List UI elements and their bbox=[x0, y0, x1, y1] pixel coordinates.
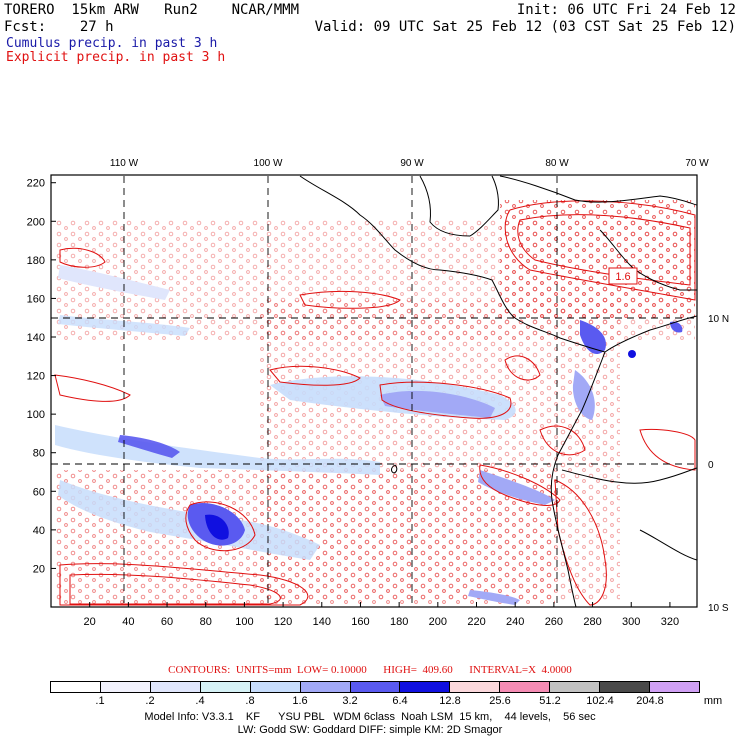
x-tick-label: 60 bbox=[161, 616, 173, 628]
x-tick-label: 240 bbox=[506, 616, 524, 628]
precip-map: 1.6 110 W 100 W 90 W 80 W 70 W 10 N 0 10… bbox=[27, 158, 729, 628]
colorbar-swatch bbox=[449, 682, 500, 692]
map-frame bbox=[50, 174, 698, 608]
lon-label-100w: 100 W bbox=[254, 158, 283, 169]
colorbar-swatch bbox=[299, 682, 350, 692]
y-tick-label: 120 bbox=[27, 371, 45, 383]
x-tick-label: 320 bbox=[661, 616, 679, 628]
explicit-precip-speckle bbox=[55, 200, 695, 605]
y-tick-label: 180 bbox=[27, 255, 45, 267]
x-tick-label: 200 bbox=[429, 616, 447, 628]
contour-value-box: 1.6 bbox=[608, 267, 638, 285]
x-tick-label: 100 bbox=[235, 616, 253, 628]
colorbar-swatch bbox=[99, 682, 150, 692]
x-tick-label: 80 bbox=[200, 616, 212, 628]
x-tick-label: 20 bbox=[84, 616, 96, 628]
colorbar-bin-label: 12.8 bbox=[439, 695, 461, 707]
colorbar-bin-label: .1 bbox=[95, 695, 105, 707]
longitude-labels: 110 W 100 W 90 W 80 W 70 W bbox=[110, 158, 709, 169]
colorbar-swatch bbox=[549, 682, 600, 692]
lon-label-80w: 80 W bbox=[545, 158, 569, 169]
colorbar-bin-label: 3.2 bbox=[342, 695, 358, 707]
x-tick-label: 40 bbox=[122, 616, 134, 628]
colorbar-swatch bbox=[349, 682, 400, 692]
colorbar-swatch bbox=[599, 682, 650, 692]
colorbar-swatch bbox=[149, 682, 200, 692]
valid-time: Valid: 09 UTC Sat 25 Feb 12 (03 CST Sat … bbox=[314, 19, 736, 35]
lon-label-70w: 70 W bbox=[685, 158, 709, 169]
grid-x-ticks: 20 40 60 80 100 120 140 160 180 200 220 240 260 280 30… bbox=[84, 602, 679, 628]
x-tick-label: 140 bbox=[313, 616, 331, 628]
init-time: Init: 06 UTC Fri 24 Feb 12 bbox=[516, 2, 736, 18]
model-physics: LW: Godd SW: Goddard DIFF: simple KM: 2D… bbox=[237, 724, 503, 736]
y-tick-label: 220 bbox=[27, 178, 45, 190]
y-tick-label: 200 bbox=[27, 216, 45, 228]
colorbar-bin-label: 102.4 bbox=[586, 695, 614, 707]
model-info: Model Info: V3.3.1 KF YSU PBL WDM 6class… bbox=[144, 711, 596, 723]
colorbar-bin-label: .8 bbox=[245, 695, 255, 707]
y-tick-label: 80 bbox=[33, 448, 45, 460]
y-tick-label: 140 bbox=[27, 332, 45, 344]
grid-y-ticks: 220 200 180 160 140 120 100 80 60 40 20 bbox=[27, 178, 56, 575]
y-tick-label: 40 bbox=[33, 525, 45, 537]
explicit-precip-label: Explicit precip. in past 3 h bbox=[6, 50, 226, 65]
lon-label-110w: 110 W bbox=[110, 158, 139, 169]
colorbar-bin-label: 25.6 bbox=[489, 695, 511, 707]
x-tick-label: 280 bbox=[583, 616, 601, 628]
colorbar-swatch bbox=[649, 682, 699, 692]
colorbar-bin-label: 204.8 bbox=[636, 695, 664, 707]
colorbar-swatch bbox=[51, 682, 100, 692]
contour-value-label: 1.6 bbox=[615, 271, 630, 283]
run-title: TORERO 15km ARW Run2 NCAR/MMM bbox=[4, 2, 300, 18]
x-tick-label: 220 bbox=[467, 616, 485, 628]
lat-label-10s: 10 S bbox=[708, 603, 729, 614]
x-tick-label: 120 bbox=[274, 616, 292, 628]
lon-label-90w: 90 W bbox=[400, 158, 424, 169]
colorbar-bin-label: .4 bbox=[195, 695, 205, 707]
y-tick-label: 20 bbox=[33, 563, 45, 575]
x-tick-label: 300 bbox=[622, 616, 640, 628]
colorbar-bin-label: 6.4 bbox=[392, 695, 408, 707]
latitude-labels: 10 N 0 10 S bbox=[708, 314, 729, 614]
x-tick-label: 180 bbox=[390, 616, 408, 628]
y-tick-label: 60 bbox=[33, 486, 45, 498]
colorbar-swatch bbox=[199, 682, 250, 692]
cumulus-precip-label: Cumulus precip. in past 3 h bbox=[6, 36, 218, 51]
colorbar-swatch bbox=[499, 682, 550, 692]
colorbar-bin-label: 51.2 bbox=[539, 695, 561, 707]
explicit-precip-contours bbox=[54, 200, 696, 606]
y-tick-label: 100 bbox=[27, 409, 45, 421]
cumulus-precip-shading bbox=[55, 265, 683, 605]
colorbar-units: mm bbox=[703, 695, 723, 707]
colorbar-swatch bbox=[399, 682, 450, 692]
lat-label-0: 0 bbox=[708, 460, 714, 471]
precip-colorbar bbox=[50, 681, 700, 693]
lat-label-10n: 10 N bbox=[708, 314, 729, 325]
forecast-hour: Fcst: 27 h bbox=[4, 19, 114, 35]
y-tick-label: 160 bbox=[27, 293, 45, 305]
x-tick-label: 260 bbox=[545, 616, 563, 628]
colorbar-bin-label: 1.6 bbox=[292, 695, 308, 707]
contours-info: CONTOURS: UNITS=mm LOW= 0.10000 HIGH= 40… bbox=[168, 664, 572, 676]
coastlines bbox=[299, 175, 697, 607]
x-tick-label: 160 bbox=[351, 616, 369, 628]
colorbar-bin-label: .2 bbox=[145, 695, 155, 707]
colorbar-swatch bbox=[249, 682, 300, 692]
